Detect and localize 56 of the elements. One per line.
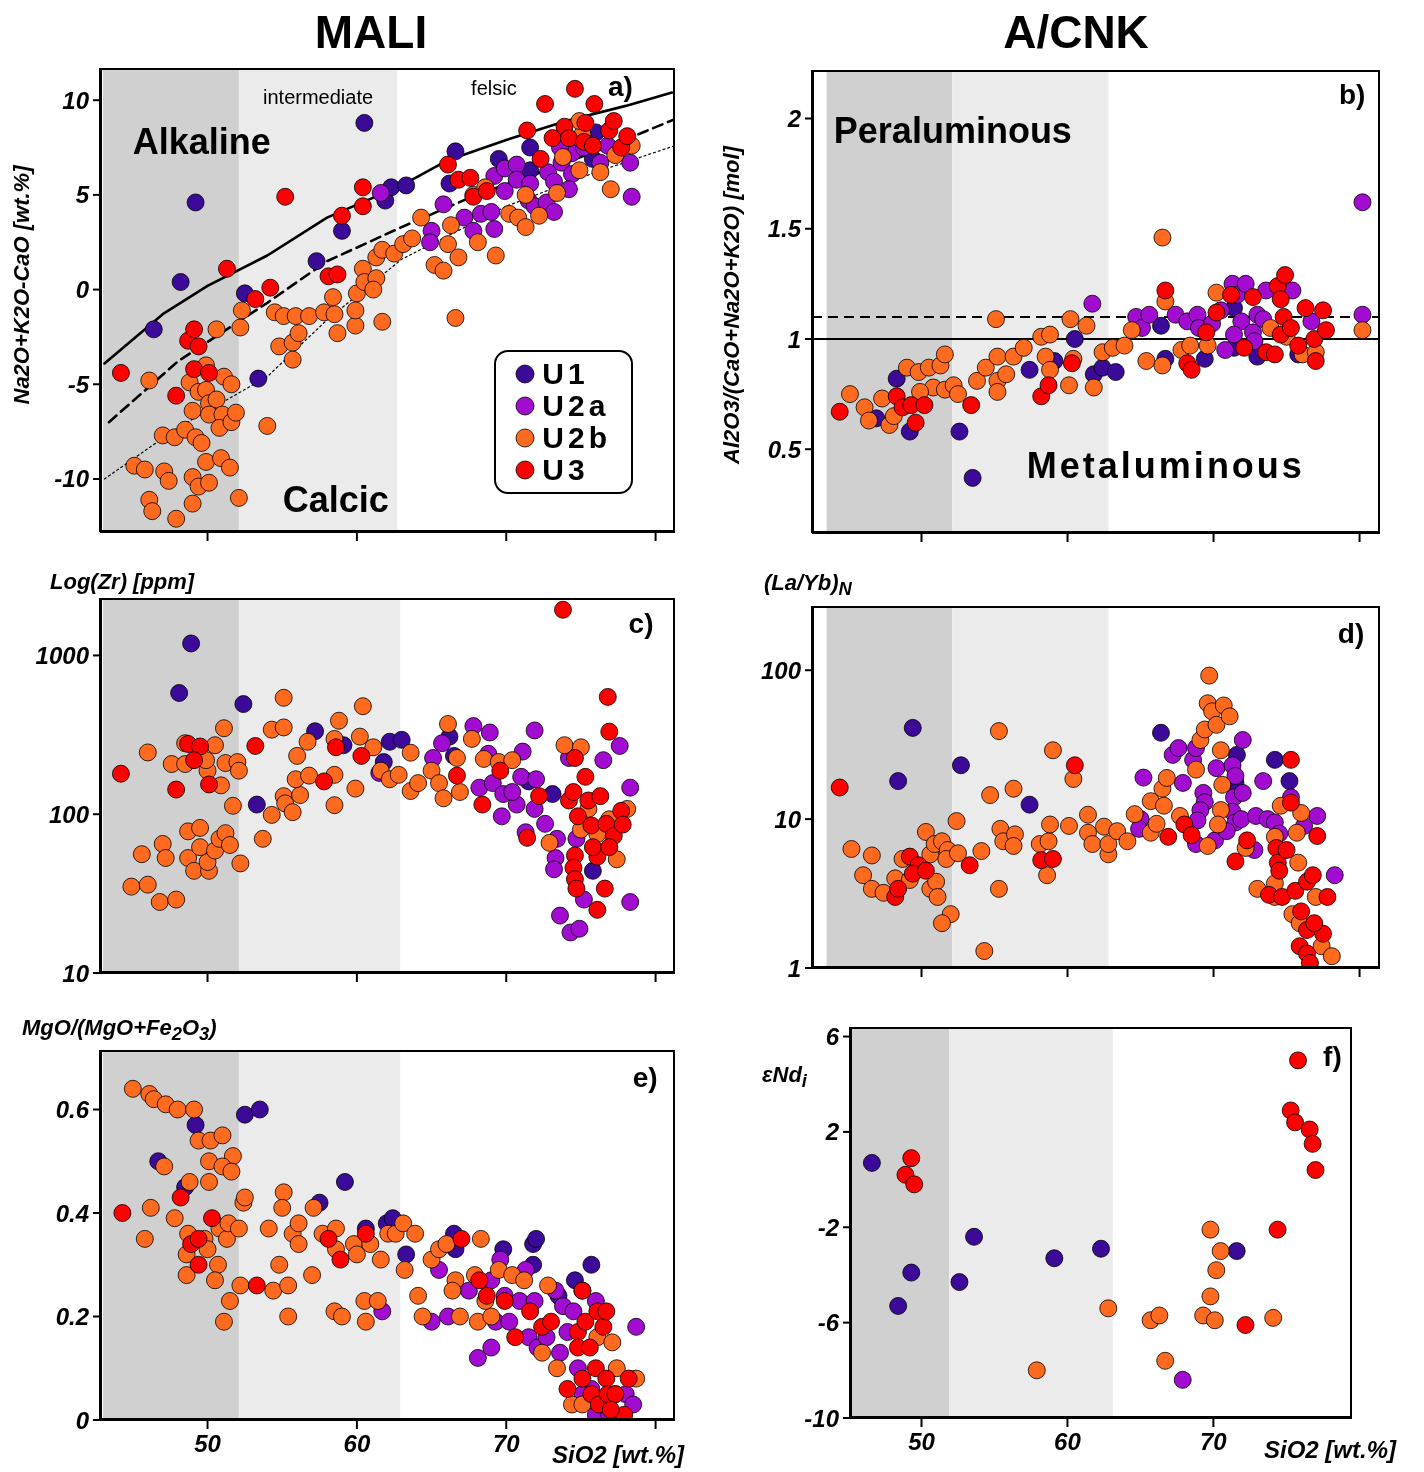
y-tick-label: -5	[67, 370, 90, 398]
x-tick-label: 50	[908, 1428, 936, 1456]
x-tick-label: 70	[1200, 1428, 1228, 1456]
x-tick-label: 60	[1054, 1428, 1082, 1456]
annotation: b)	[1338, 79, 1366, 111]
y-tick-label: -10	[54, 465, 90, 493]
y-axis-title: MgO/(MgO+Fe$_{2}$O$_{3}$)	[18, 1014, 221, 1046]
y-tick-label: 0.6	[55, 1096, 90, 1124]
band-label: intermediate	[263, 85, 374, 109]
y-axis-title: Log(Zr) [ppm]	[46, 569, 199, 595]
annotation: Metaluminous	[1026, 444, 1305, 487]
y-tick-label: 1000	[35, 641, 90, 669]
y-axis-title: εNd$_{i}$	[758, 1061, 811, 1093]
y-axis-title: (La/Yb)$_{N}$	[760, 569, 856, 601]
annotation: f)	[1323, 1041, 1342, 1074]
annotation: Alkaline	[132, 121, 271, 164]
y-tick-label: 1	[787, 325, 801, 353]
x-axis-title: SiO2 [wt.%]	[1263, 1436, 1397, 1464]
y-tick-label: 0.5	[767, 435, 802, 463]
y-tick-label: 6	[825, 1023, 840, 1051]
y-tick-label: 2	[824, 1118, 840, 1146]
x-tick-label: 60	[343, 1430, 371, 1458]
annotation: Calcic	[282, 479, 389, 522]
legend-label: U1	[542, 357, 589, 391]
annotation: felsic	[471, 76, 517, 100]
annotation: a)	[607, 70, 633, 103]
x-axis-title: SiO2 [wt.%]	[551, 1441, 685, 1469]
y-tick-label: 0.2	[55, 1303, 90, 1331]
annotation: d)	[1337, 617, 1365, 650]
y-tick-label: 5	[75, 181, 90, 209]
y-tick-label: 100	[760, 656, 802, 684]
chart-title: MALI	[314, 5, 428, 59]
y-tick-label: 10	[62, 86, 90, 114]
chart-title: A/CNK	[1003, 5, 1149, 59]
legend-label: U3	[542, 453, 589, 487]
y-axis-title: Na2O+K2O-CaO [wt.%]	[9, 165, 35, 405]
y-tick-label: 1.5	[767, 215, 802, 243]
y-tick-label: 1	[787, 954, 801, 982]
y-tick-label: 0	[75, 276, 90, 304]
annotation: Peraluminous	[833, 110, 1072, 153]
y-tick-label: 10	[774, 805, 802, 833]
annotation: e)	[632, 1062, 658, 1095]
x-tick-label: 70	[492, 1430, 521, 1458]
y-tick-label: 2	[786, 105, 802, 133]
annotation: c)	[628, 608, 654, 641]
x-tick-label: 50	[194, 1430, 222, 1458]
y-tick-label: 10	[62, 959, 90, 987]
y-tick-label: -10	[804, 1404, 840, 1432]
y-tick-label: 0	[75, 1406, 90, 1434]
y-tick-label: -6	[817, 1309, 840, 1337]
y-tick-label: -2	[817, 1213, 840, 1241]
legend-label: U2a	[542, 389, 610, 423]
legend-label: U2b	[542, 421, 611, 455]
y-tick-label: 100	[48, 800, 90, 828]
y-tick-label: 0.4	[55, 1199, 89, 1227]
y-axis-title: Al2O3/(CaO+Na2O+K2O) [mol]	[719, 146, 745, 464]
